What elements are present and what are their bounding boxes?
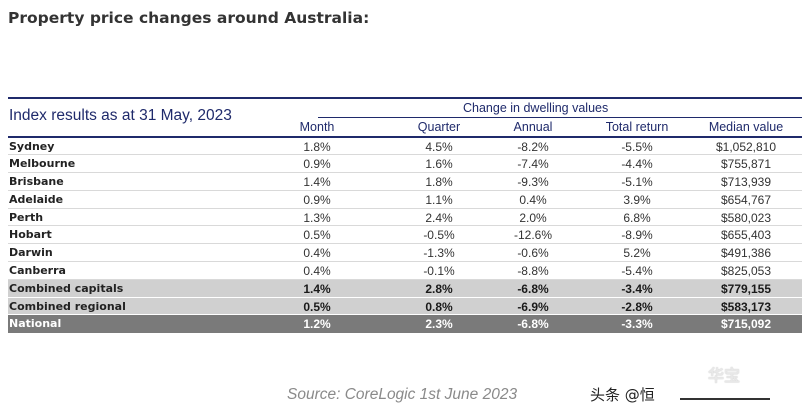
cell-total-return: 5.2% (623, 246, 651, 261)
cell-annual: 0.4% (519, 192, 547, 207)
cell-total-return: -8.9% (621, 228, 653, 243)
cell-total-return: -4.4% (621, 157, 653, 172)
table-header: Index results as at 31 May, 2023 Change … (8, 99, 802, 136)
cell-quarter: -0.1% (423, 264, 455, 279)
cell-annual: -12.6% (513, 228, 553, 243)
cell-month: 0.5% (303, 299, 331, 314)
cell-month: 0.9% (303, 157, 331, 172)
row-name: Hobart (9, 228, 52, 242)
cell-quarter: 1.6% (425, 157, 453, 172)
index-results-table: Index results as at 31 May, 2023 Change … (8, 97, 802, 334)
cell-annual: -8.8% (517, 264, 549, 279)
watermark-logo-icon: 华宝 (708, 366, 741, 385)
row-name: Melbourne (9, 157, 76, 171)
col-header-median-value: Median value (708, 120, 784, 134)
table-row: Canberra 0.4% -0.1% -8.8% -5.4% $825,053 (8, 262, 802, 280)
page-heading: Property price changes around Australia: (8, 9, 370, 27)
cell-quarter: 4.5% (425, 139, 453, 154)
cell-month: 1.4% (303, 281, 331, 296)
cell-total-return: -5.5% (621, 139, 653, 154)
cell-total-return: -2.8% (621, 299, 653, 314)
cell-median-value: $779,155 (720, 281, 772, 296)
cell-median-value: $713,939 (720, 175, 772, 190)
cell-total-return: -3.4% (621, 281, 653, 296)
cell-month: 1.3% (303, 210, 331, 225)
cell-total-return: -3.3% (621, 317, 653, 332)
cell-quarter: 1.1% (425, 192, 453, 207)
col-header-total-return: Total return (605, 120, 669, 134)
group-header: Change in dwelling values (463, 101, 609, 115)
row-name: Combined regional (9, 299, 126, 313)
cell-month: 0.4% (303, 246, 331, 261)
cell-median-value: $491,386 (720, 246, 772, 261)
table-body: Sydney 1.8% 4.5% -8.2% -5.5% $1,052,810 Melbou… (8, 138, 802, 334)
table-row: Melbourne 0.9% 1.6% -7.4% -4.4% $755,871 (8, 155, 802, 174)
cell-annual: -6.9% (517, 299, 549, 314)
table-top-rule (8, 97, 802, 99)
cell-total-return: 3.9% (623, 192, 651, 207)
cell-median-value: $825,053 (720, 264, 772, 279)
cell-month: 1.2% (303, 317, 331, 332)
row-name: Brisbane (9, 175, 64, 189)
cell-median-value: $1,052,810 (715, 139, 777, 154)
table-row: Darwin 0.4% -1.3% -0.6% 5.2% $491,386 (8, 244, 802, 263)
cell-quarter: 0.8% (425, 299, 453, 314)
table-row: Sydney 1.8% 4.5% -8.2% -5.5% $1,052,810 (8, 138, 802, 156)
source-note: Source: CoreLogic 1st June 2023 (287, 386, 518, 403)
table-row: Brisbane 1.4% 1.8% -9.3% -5.1% $713,939 (8, 173, 802, 191)
table-row: National 1.2% 2.3% -6.8% -3.3% $715,092 (8, 315, 802, 334)
table-row: Combined capitals 1.4% 2.8% -6.8% -3.4% $779,… (8, 279, 802, 298)
watermark-text: 头条 @恒 (590, 386, 655, 404)
cell-month: 0.5% (303, 228, 331, 243)
cell-quarter: 2.4% (425, 210, 453, 225)
cell-annual: -6.8% (517, 317, 549, 332)
cell-total-return: -5.1% (621, 175, 653, 190)
row-name: Combined capitals (9, 281, 124, 295)
col-header-quarter: Quarter (417, 120, 461, 134)
cell-annual: -0.6% (517, 246, 549, 261)
cell-median-value: $654,767 (720, 192, 772, 207)
cell-quarter: 2.8% (425, 281, 453, 296)
cell-total-return: -5.4% (621, 264, 653, 279)
table-header-rule (8, 136, 802, 138)
watermark-underline (680, 398, 770, 400)
cell-annual: -7.4% (517, 157, 549, 172)
row-name: Perth (9, 210, 44, 224)
table-row: Hobart 0.5% -0.5% -12.6% -8.9% $655,403 (8, 226, 802, 245)
cell-quarter: 2.3% (425, 317, 453, 332)
row-name: Sydney (9, 139, 55, 153)
cell-median-value: $580,023 (720, 210, 772, 225)
table-row: Adelaide 0.9% 1.1% 0.4% 3.9% $654,767 (8, 191, 802, 209)
cell-month: 0.4% (303, 264, 331, 279)
row-name: Darwin (9, 246, 53, 260)
cell-median-value: $715,092 (720, 317, 772, 332)
row-name: Adelaide (9, 192, 64, 206)
group-header-rule (318, 117, 802, 118)
cell-median-value: $655,403 (720, 228, 772, 243)
cell-annual: -6.8% (517, 281, 549, 296)
row-name: Canberra (9, 264, 66, 278)
table-title: Index results as at 31 May, 2023 (9, 107, 232, 124)
cell-median-value: $755,871 (720, 157, 772, 172)
cell-annual: 2.0% (519, 210, 547, 225)
cell-quarter: -0.5% (423, 228, 455, 243)
col-header-month: Month (299, 120, 335, 134)
cell-annual: -8.2% (517, 139, 549, 154)
cell-month: 0.9% (303, 192, 331, 207)
col-header-annual: Annual (513, 120, 553, 134)
cell-total-return: 6.8% (623, 210, 651, 225)
table-row: Combined regional 0.5% 0.8% -6.9% -2.8% $583,… (8, 297, 802, 316)
cell-annual: -9.3% (517, 175, 549, 190)
cell-median-value: $583,173 (720, 299, 772, 314)
cell-quarter: -1.3% (423, 246, 455, 261)
row-name: National (9, 317, 62, 331)
cell-month: 1.8% (303, 139, 331, 154)
cell-month: 1.4% (303, 175, 331, 190)
table-row: Perth 1.3% 2.4% 2.0% 6.8% $580,023 (8, 209, 802, 227)
cell-quarter: 1.8% (425, 175, 453, 190)
